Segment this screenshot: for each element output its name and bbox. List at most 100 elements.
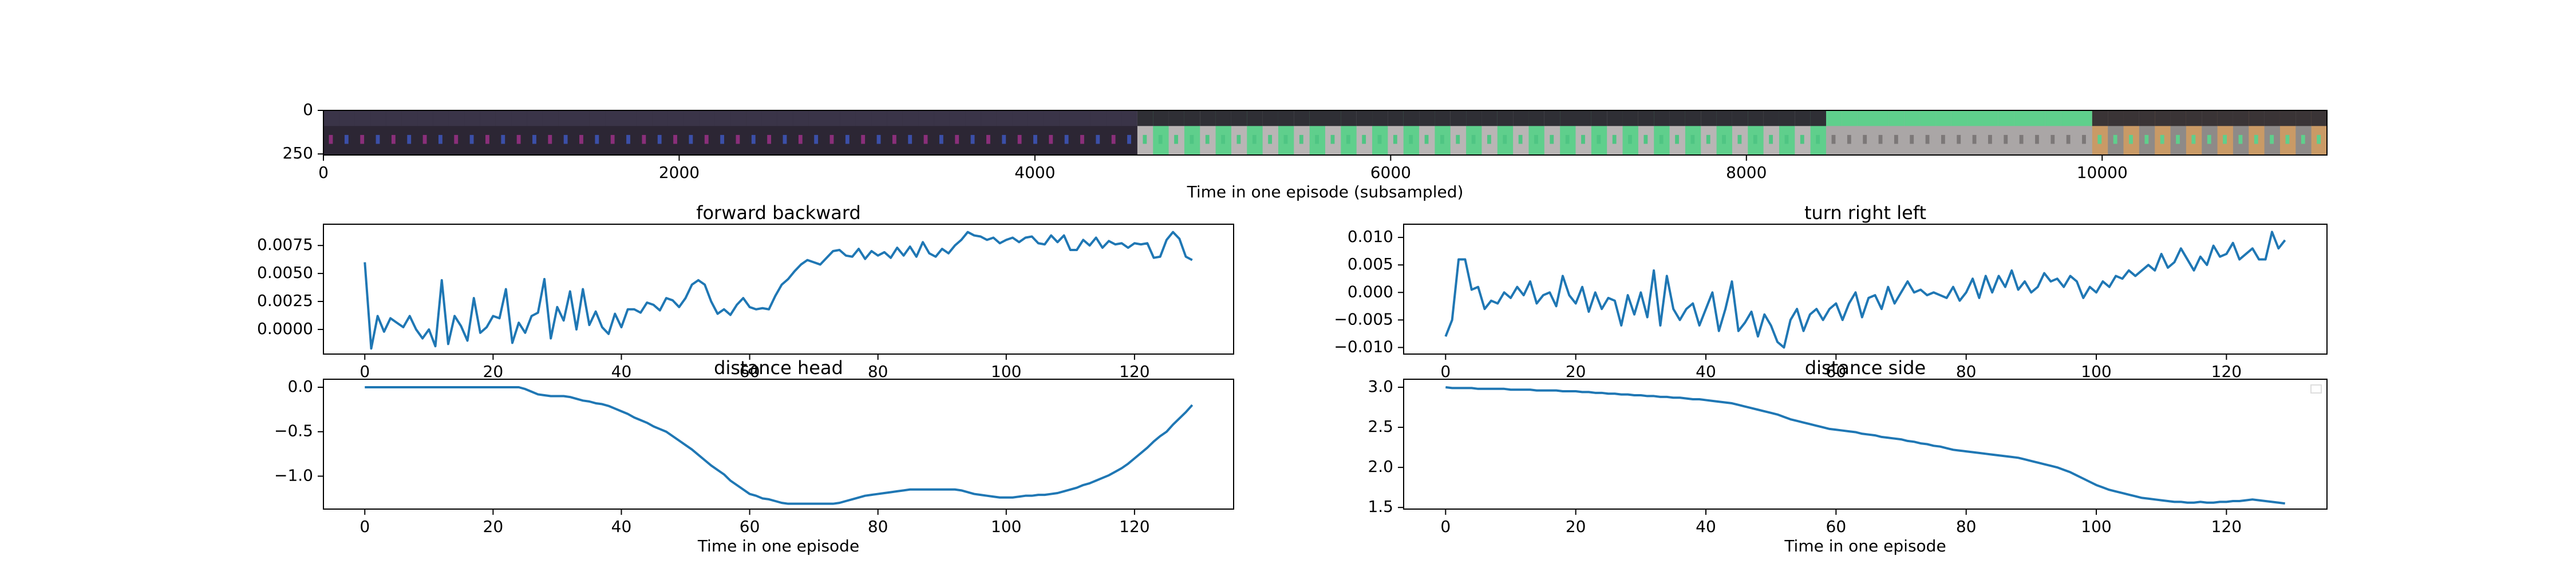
- frame-detail: [1409, 134, 1413, 144]
- frame-detail: [1591, 110, 1607, 126]
- data-line: [1444, 231, 2286, 349]
- frame-detail: [2249, 110, 2265, 126]
- frame-detail: [2097, 134, 2102, 144]
- x-tick-label: 0: [359, 362, 370, 381]
- frame-detail: [1685, 110, 1701, 126]
- frame-detail: [1143, 134, 1147, 144]
- chart-title: forward backward: [696, 202, 861, 224]
- frame-detail: [814, 134, 819, 144]
- frame-detail: [2014, 110, 2030, 126]
- frame-detail: [636, 110, 653, 126]
- frame-detail: [1972, 134, 1977, 144]
- frame-detail: [1842, 110, 1858, 126]
- frame-detail: [824, 110, 840, 126]
- frame-detail: [1362, 134, 1366, 144]
- x-tick-label: 20: [483, 517, 504, 536]
- frame-detail: [1998, 110, 2014, 126]
- x-tick-label: 20: [1566, 517, 1586, 536]
- frame-detail: [1356, 110, 1373, 126]
- frame-detail: [1612, 134, 1617, 144]
- x-tick-label: 0: [1440, 362, 1451, 381]
- frame-detail: [501, 134, 505, 144]
- y-tick-label: 0.005: [1348, 255, 1393, 273]
- frame-detail: [2233, 110, 2249, 126]
- frame-detail: [495, 110, 512, 126]
- axes-frame: [1403, 379, 2328, 510]
- frame-detail: [1622, 110, 1639, 126]
- frame-detail: [2082, 134, 2086, 144]
- frame-detail: [2264, 110, 2281, 126]
- frame-detail: [673, 134, 677, 144]
- frame-detail: [1706, 134, 1710, 144]
- frame-detail: [767, 134, 772, 144]
- x-tick-label: 60: [740, 517, 760, 536]
- frame-detail: [344, 134, 349, 144]
- frame-detail: [1090, 110, 1107, 126]
- frame-detail: [887, 110, 903, 126]
- frame-detail: [1403, 110, 1420, 126]
- frame-detail: [1941, 134, 1945, 144]
- frame-detail: [1200, 110, 1216, 126]
- frame-detail: [1753, 134, 1757, 144]
- frame-detail: [730, 110, 746, 126]
- frame-detail: [996, 110, 1013, 126]
- frame-detail: [1659, 134, 1664, 144]
- frame-detail: [1330, 134, 1335, 144]
- frame-detail: [360, 134, 365, 144]
- x-tick-label: 20: [1566, 362, 1586, 381]
- frame-detail: [391, 134, 396, 144]
- frame-detail: [417, 110, 433, 126]
- y-tick-label: 0.0025: [257, 291, 313, 310]
- frame-detail: [2113, 134, 2117, 144]
- frame-detail: [1654, 110, 1670, 126]
- frame-detail: [1278, 110, 1294, 126]
- subplot: 0 20 40 60 80 100 120 −1.0 −0.5 0.0 distance head T…: [274, 357, 1234, 555]
- x-tick-label: 20: [483, 362, 504, 381]
- frame-detail: [2029, 110, 2046, 126]
- frame-detail: [1732, 110, 1748, 126]
- frame-detail: [2311, 110, 2328, 126]
- x-tick-label: 60: [1826, 362, 1847, 381]
- frame-detail: [1450, 110, 1467, 126]
- frame-detail: [1847, 134, 1851, 144]
- frame-detail: [1299, 134, 1303, 144]
- frame-detail: [1957, 134, 1961, 144]
- y-tick-label: 0.010: [1348, 227, 1393, 246]
- frame-detail: [485, 134, 489, 144]
- axes-background: [1404, 224, 2327, 354]
- x-tick-label: 8000: [1726, 163, 1767, 182]
- frame-detail: [1111, 134, 1116, 144]
- x-tick-label: 60: [740, 362, 760, 381]
- frame-detail: [511, 110, 527, 126]
- frame-detail: [1080, 134, 1084, 144]
- frame-detail: [689, 134, 693, 144]
- frame-detail: [1435, 110, 1451, 126]
- frame-detail: [1346, 134, 1350, 144]
- y-tick-label: −1.0: [274, 466, 313, 484]
- frame-detail: [1857, 110, 1874, 126]
- chart-title: turn right left: [1804, 202, 1926, 224]
- x-axis-label: Time in one episode: [1784, 537, 1946, 555]
- frame-detail: [1456, 134, 1460, 144]
- y-tick-label: 2.0: [1368, 457, 1393, 476]
- frame-detail: [1049, 134, 1053, 144]
- frame-detail: [1184, 110, 1200, 126]
- frame-detail: [2207, 134, 2211, 144]
- frame-detail: [1831, 134, 1836, 144]
- frame-detail: [1028, 110, 1044, 126]
- frame-detail: [1127, 134, 1131, 144]
- frame-detail: [934, 110, 950, 126]
- y-tick-label: 0.0050: [257, 263, 313, 282]
- frame-detail: [720, 134, 724, 144]
- frame-detail: [438, 134, 442, 144]
- frame-detail: [829, 134, 834, 144]
- frame-detail: [1231, 110, 1247, 126]
- frame-detail: [579, 134, 583, 144]
- x-tick-label: 2000: [659, 163, 700, 182]
- frame-detail: [1043, 110, 1060, 126]
- frame-detail: [657, 134, 662, 144]
- frame-detail: [2061, 110, 2077, 126]
- frame-detail: [923, 134, 928, 144]
- x-tick-label: 40: [1696, 517, 1716, 536]
- frame-detail: [1174, 134, 1178, 144]
